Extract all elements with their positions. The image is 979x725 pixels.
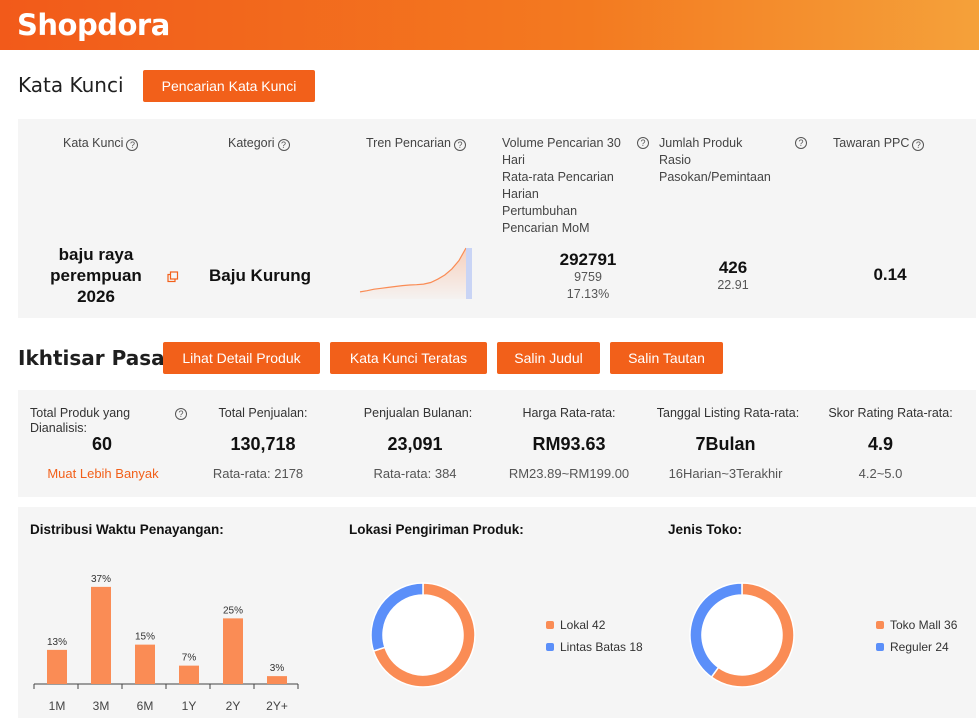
chart-title-shop-type: Jenis Toko:	[668, 522, 743, 537]
bar-value-label: 3%	[270, 663, 285, 674]
bar-1M[interactable]	[47, 649, 67, 684]
header-category: Kategori?	[228, 135, 290, 152]
chart-title-shipping-location: Lokasi Pengiriman Produk:	[349, 522, 524, 537]
shop-type-donut	[689, 582, 795, 688]
donut-slice-1[interactable]	[370, 582, 424, 653]
help-icon[interactable]: ?	[126, 139, 139, 151]
legend-item-cross-border: Lintas Batas 18	[546, 640, 643, 654]
keyword-table: Kata Kunci? Kategori? Tren Pencarian? Vo…	[18, 119, 976, 318]
bar-value-label: 13%	[47, 637, 67, 648]
market-metrics-panel: Total Produk yang Dianalisis: ? 60 Muat …	[18, 390, 976, 497]
load-more-link[interactable]: Muat Lebih Banyak	[47, 466, 159, 481]
market-section-title: Ikhtisar Pasar	[18, 346, 175, 370]
x-tick-label: 2Y+	[266, 699, 288, 713]
view-product-detail-button[interactable]: Lihat Detail Produk	[163, 342, 320, 374]
shipping-location-donut	[370, 582, 476, 688]
metric-sub-rating-range: 4.2~5.0	[858, 466, 903, 481]
metric-label-monthly-sales: Penjualan Bulanan:	[363, 406, 473, 420]
bar-value-label: 7%	[182, 653, 197, 664]
metric-label-rating: Skor Rating Rata-rata:	[828, 406, 953, 420]
x-tick-label: 6M	[137, 699, 154, 713]
bar-6M[interactable]	[135, 644, 155, 684]
legend-swatch	[546, 643, 554, 651]
legend-item-regular: Reguler 24	[876, 640, 949, 654]
bar-2Y+[interactable]	[267, 676, 287, 684]
keyword-search-button[interactable]: Pencarian Kata Kunci	[143, 70, 315, 102]
metric-sub-total-sales: Rata-rata: 2178	[212, 466, 304, 481]
category-value: Baju Kurung	[209, 266, 311, 285]
legend-swatch	[876, 643, 884, 651]
search-volume-value: 292791	[559, 250, 617, 269]
donut-slice-1[interactable]	[689, 582, 743, 679]
listing-time-bar-chart: 13% 1M 37% 3M 15% 6M 7% 1Y 25% 2Y 3% 2Y+	[33, 574, 299, 713]
help-icon[interactable]: ?	[912, 139, 925, 151]
bar-value-label: 15%	[135, 632, 155, 643]
metric-label-total-sales: Total Penjualan:	[218, 406, 308, 420]
header-ppc: Tawaran PPC?	[833, 135, 925, 152]
search-trend-sparkline	[359, 247, 472, 299]
metric-value-listing-date: 7Bulan	[695, 434, 756, 454]
help-icon[interactable]: ?	[637, 137, 649, 149]
header-keyword: Kata Kunci?	[63, 135, 139, 152]
metric-label-average-price: Harga Rata-rata:	[522, 406, 616, 420]
metric-label-total-products: Total Produk yang Dianalisis:	[30, 406, 131, 435]
help-icon[interactable]: ?	[277, 139, 290, 151]
top-keywords-button[interactable]: Kata Kunci Teratas	[330, 342, 487, 374]
bar-value-label: 37%	[91, 574, 111, 585]
header-products: Jumlah Produk Rasio Pasokan/Pemintaan	[659, 136, 771, 184]
copy-link-button[interactable]: Salin Tautan	[610, 342, 723, 374]
metric-value-rating: 4.9	[867, 434, 894, 454]
metric-sub-monthly-sales: Rata-rata: 384	[373, 466, 457, 481]
product-count-value: 426	[718, 258, 748, 277]
chart-title-listing-time: Distribusi Waktu Penayangan:	[30, 522, 224, 537]
bar-value-label: 25%	[223, 605, 243, 616]
trend-area	[360, 248, 466, 299]
trend-line	[359, 247, 467, 293]
help-icon[interactable]: ?	[175, 408, 187, 420]
x-tick-label: 1M	[49, 699, 66, 713]
help-icon[interactable]: ?	[454, 139, 466, 151]
legend-item-local: Lokal 42	[546, 618, 605, 632]
keyword-section-title: Kata Kunci	[18, 73, 124, 97]
charts-panel: Distribusi Waktu Penayangan: Lokasi Peng…	[18, 507, 976, 718]
header-volume: Volume Pencarian 30 Hari Rata-rata Penca…	[502, 136, 621, 235]
legend-item-mall: Toko Mall 36	[876, 618, 957, 632]
x-tick-label: 2Y	[226, 699, 241, 713]
legend-swatch	[876, 621, 884, 629]
help-icon[interactable]: ?	[795, 137, 807, 149]
metric-value-monthly-sales: 23,091	[387, 434, 443, 454]
copy-icon[interactable]	[167, 271, 179, 283]
metric-value-average-price: RM93.63	[532, 434, 606, 454]
x-tick-label: 1Y	[182, 699, 197, 713]
metric-sub-listing-range: 16Harian~3Terakhir	[668, 466, 783, 481]
donut-hole	[383, 595, 463, 675]
x-tick-label: 3M	[93, 699, 110, 713]
donut-hole	[702, 595, 782, 675]
copy-title-button[interactable]: Salin Judul	[497, 342, 600, 374]
bar-3M[interactable]	[91, 586, 111, 684]
metric-label-listing-date: Tanggal Listing Rata-rata:	[656, 406, 800, 420]
brand-logo[interactable]: Shopdora	[17, 8, 170, 42]
top-bar: Shopdora	[0, 0, 979, 50]
header-trend: Tren Pencarian?	[366, 135, 466, 152]
mom-growth-value: 17.13%	[566, 287, 610, 301]
daily-average-value: 9759	[574, 270, 602, 284]
trend-end-marker	[466, 248, 472, 299]
legend-swatch	[546, 621, 554, 629]
ppc-bid-value: 0.14	[873, 265, 907, 284]
keyword-value: baju raya perempuan 2026	[50, 245, 142, 306]
supply-demand-ratio-value: 22.91	[717, 278, 749, 292]
metric-value-total-sales: 130,718	[230, 434, 296, 454]
metric-sub-price-range: RM23.89~RM199.00	[508, 466, 630, 481]
bar-2Y[interactable]	[223, 618, 243, 684]
metric-value-total-products: 60	[91, 434, 113, 454]
donut-slice-0[interactable]	[372, 582, 476, 688]
bar-1Y[interactable]	[179, 665, 199, 684]
